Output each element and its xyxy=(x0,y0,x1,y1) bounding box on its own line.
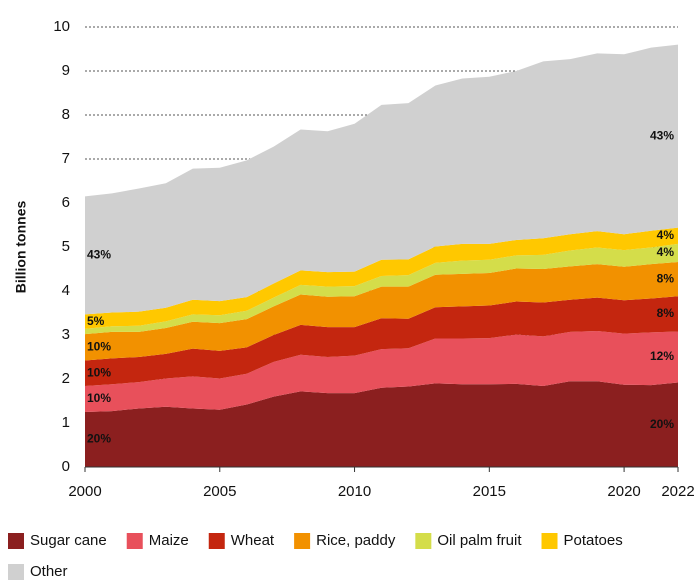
legend-label: Wheat xyxy=(231,532,275,549)
legend-label: Sugar cane xyxy=(30,532,107,549)
legend-label: Potatoes xyxy=(564,532,623,549)
legend-swatch xyxy=(126,533,143,549)
data-label: 20% xyxy=(650,417,674,431)
y-tick-label: 0 xyxy=(62,458,70,475)
y-tick-label: 6 xyxy=(62,194,70,211)
area xyxy=(85,261,678,361)
area xyxy=(85,227,678,329)
data-label: 12% xyxy=(650,349,674,363)
data-label: 10% xyxy=(87,339,111,353)
data-label: 43% xyxy=(87,248,111,262)
legend-swatch xyxy=(208,533,225,549)
data-label: 10% xyxy=(87,365,111,379)
y-axis-label: Billion tonnes xyxy=(13,201,29,294)
y-tick-label: 9 xyxy=(62,62,70,79)
data-label: 4% xyxy=(657,228,675,242)
x-tick-label: 2015 xyxy=(473,483,506,500)
data-label: 5% xyxy=(87,314,105,328)
x-tick-label: 2010 xyxy=(338,483,371,500)
x-tick-label: 2005 xyxy=(203,483,236,500)
y-tick-label: 5 xyxy=(62,238,70,255)
y-tick-label: 4 xyxy=(62,282,70,299)
legend-swatch xyxy=(541,533,558,549)
legend-swatch xyxy=(8,533,24,549)
x-tick-label: 2022 xyxy=(661,483,694,500)
area xyxy=(85,44,678,315)
legend-swatch xyxy=(294,533,311,549)
data-label: 43% xyxy=(650,128,674,142)
y-tick-label: 2 xyxy=(62,370,70,387)
data-label: 8% xyxy=(657,306,675,320)
data-label: 10% xyxy=(87,391,111,405)
x-tick-label: 2000 xyxy=(68,483,101,500)
area xyxy=(85,296,678,387)
y-tick-label: 1 xyxy=(62,414,70,431)
x-tick-label: 2020 xyxy=(607,483,640,500)
legend-label: Maize xyxy=(149,532,189,549)
area xyxy=(85,331,678,412)
legend-label: Oil palm fruit xyxy=(437,532,522,549)
y-tick-label: 7 xyxy=(62,150,70,167)
legend-label: Rice, paddy xyxy=(316,532,396,549)
legend-swatch xyxy=(8,564,24,580)
area xyxy=(85,381,678,467)
data-label: 8% xyxy=(657,271,675,285)
data-label: 20% xyxy=(87,432,111,446)
area xyxy=(85,243,678,335)
data-label: 4% xyxy=(657,245,675,259)
y-tick-label: 8 xyxy=(62,106,70,123)
y-tick-label: 10 xyxy=(53,18,70,35)
legend-swatch xyxy=(415,533,432,549)
legend-label: Other xyxy=(30,563,68,580)
y-tick-label: 3 xyxy=(62,326,70,343)
